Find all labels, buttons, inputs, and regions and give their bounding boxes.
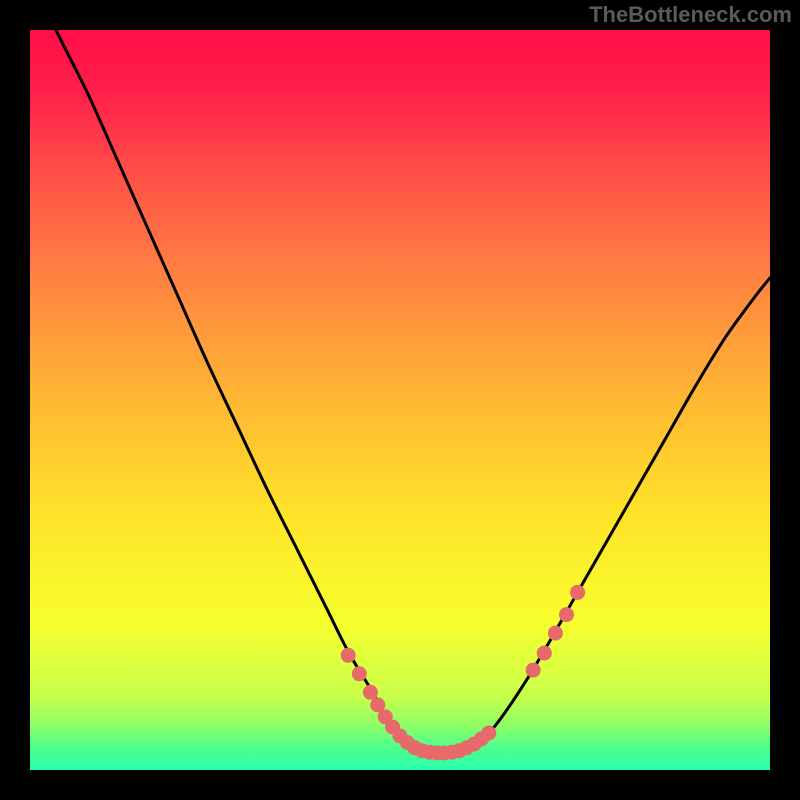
curve-marker <box>352 667 366 681</box>
curve-marker <box>537 646 551 660</box>
curve-marker <box>363 685 377 699</box>
curve-marker <box>571 585 585 599</box>
watermark-text: TheBottleneck.com <box>589 4 792 26</box>
plot-background <box>30 30 770 770</box>
curve-marker <box>548 626 562 640</box>
curve-marker <box>526 663 540 677</box>
curve-marker <box>560 608 574 622</box>
curve-marker <box>341 648 355 662</box>
bottleneck-curve-chart <box>0 0 800 800</box>
chart-stage: TheBottleneck.com <box>0 0 800 800</box>
curve-marker <box>482 726 496 740</box>
